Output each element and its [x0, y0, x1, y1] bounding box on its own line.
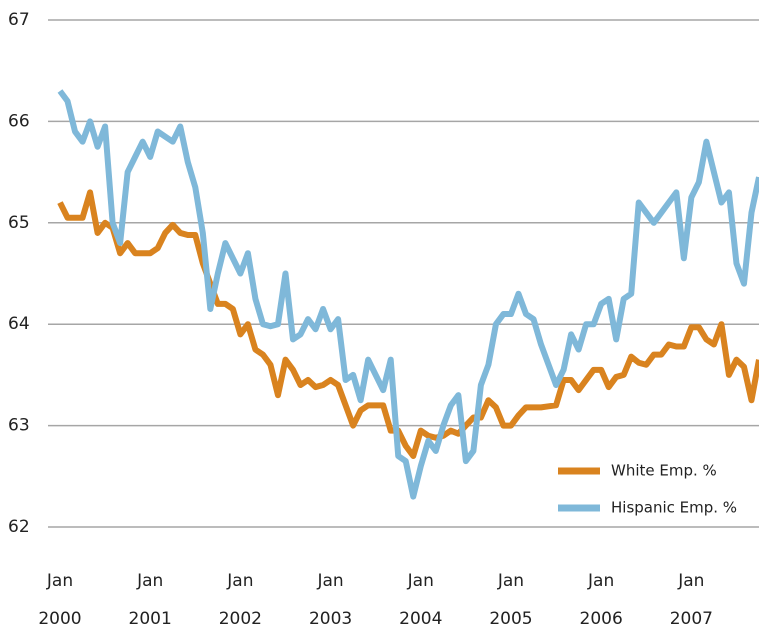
series-line: [57, 89, 759, 500]
y-tick-label: 66: [8, 111, 30, 131]
x-tick-label: Jan 2004: [399, 571, 443, 629]
x-tick-label: Jan 2006: [579, 571, 623, 629]
x-tick-label: Jan 2001: [128, 571, 172, 629]
x-tick-label: Jan 2007: [669, 571, 713, 629]
legend-label: White Emp. %: [611, 462, 717, 480]
x-tick-label: Jan 2003: [308, 571, 353, 629]
y-tick-label: 63: [8, 416, 30, 436]
y-tick-label: 64: [8, 314, 30, 334]
legend-label: Hispanic Emp. %: [611, 499, 737, 517]
x-tick-label: Jan 2000: [38, 571, 82, 629]
y-tick-label: 65: [8, 213, 30, 233]
x-tick-label: Jan 2002: [218, 571, 262, 629]
y-tick-label: 67: [8, 10, 30, 30]
x-tick-label: Jan 2005: [489, 571, 533, 629]
y-tick-label: 62: [8, 517, 30, 537]
series-line: [57, 189, 759, 460]
